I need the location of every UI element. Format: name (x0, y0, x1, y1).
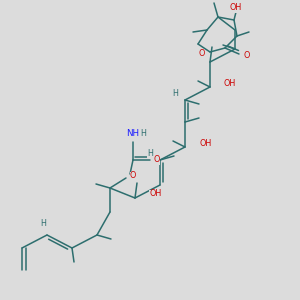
Text: OH: OH (199, 139, 211, 148)
Text: H: H (172, 89, 178, 98)
Text: H: H (147, 149, 153, 158)
Text: O: O (244, 52, 250, 61)
Text: O: O (130, 172, 136, 181)
Text: OH: OH (149, 190, 161, 199)
Text: O: O (154, 155, 160, 164)
Text: OH: OH (224, 79, 236, 88)
Text: NH: NH (126, 130, 140, 139)
Text: H: H (40, 218, 46, 227)
Text: H: H (140, 130, 146, 139)
Text: O: O (199, 50, 205, 58)
Text: OH: OH (230, 4, 242, 13)
